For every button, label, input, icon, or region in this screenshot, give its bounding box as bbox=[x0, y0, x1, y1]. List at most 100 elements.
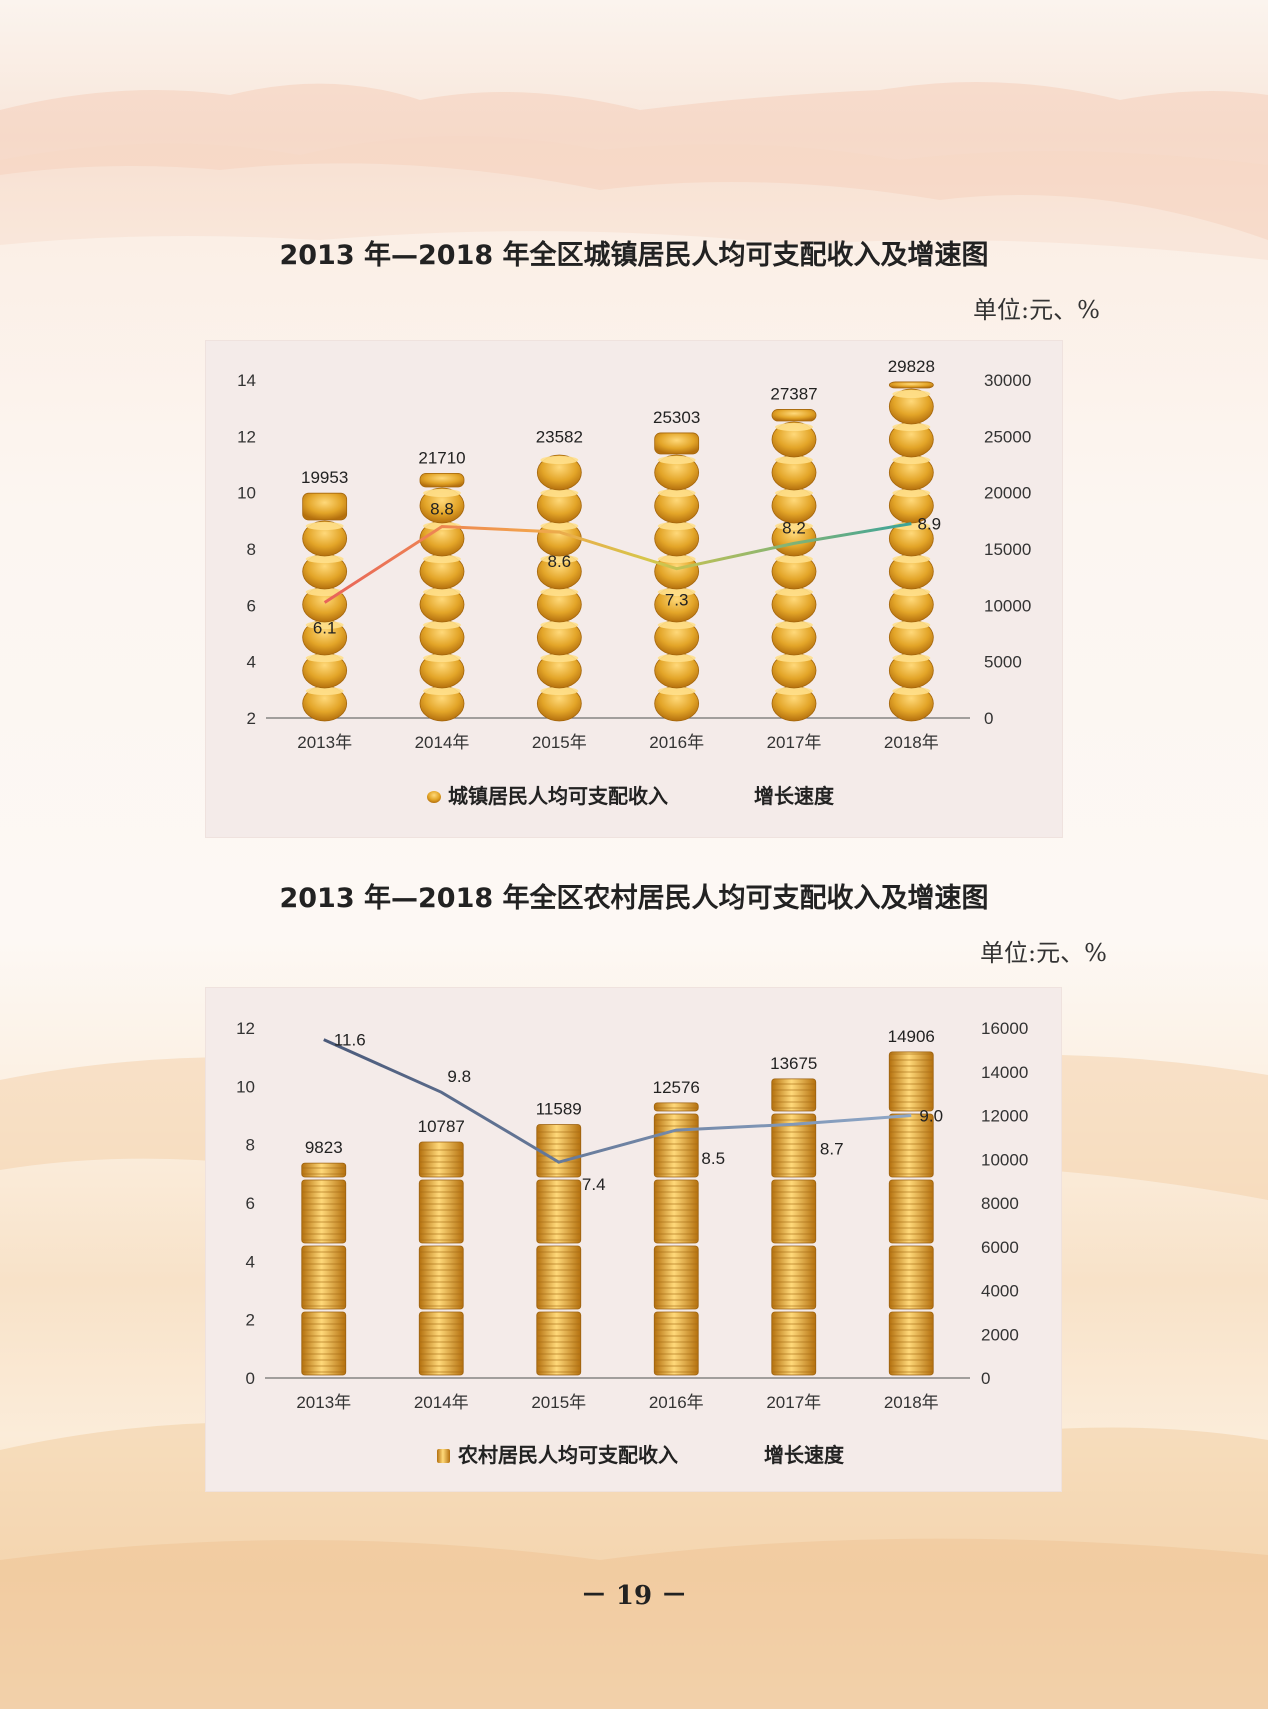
ingot-top-icon bbox=[775, 555, 813, 563]
ingot-top-icon bbox=[892, 555, 931, 563]
x-category-label: 2017年 bbox=[766, 1393, 821, 1412]
urban-income-chart: 2 4 6 8 10 12 14 0 5000 10000 15000 20000 25000 30000… bbox=[237, 357, 1031, 808]
coin-stack-icon bbox=[418, 1179, 464, 1244]
growth-value-label: 8.5 bbox=[701, 1149, 725, 1168]
x-category-label: 2018年 bbox=[884, 1393, 939, 1412]
ingot-partial-icon bbox=[302, 492, 348, 521]
bar-value-label: 12576 bbox=[653, 1078, 700, 1097]
ingot-top-icon bbox=[892, 687, 931, 695]
ingot-top-icon bbox=[892, 423, 931, 431]
legend-ingot-icon bbox=[427, 791, 441, 803]
y-left-tick-label: 0 bbox=[246, 1369, 255, 1388]
coin-stack-icon bbox=[418, 1141, 464, 1178]
coin-stack-icon bbox=[536, 1179, 582, 1244]
chart-panel-rural: 0 2 4 6 8 10 12 0 2000 4000 6000 8000 10000 12000 1400… bbox=[206, 988, 1061, 1491]
ingot-top-icon bbox=[775, 489, 813, 497]
y-right-tick-label: 8000 bbox=[981, 1194, 1019, 1213]
y-right-tick-label: 0 bbox=[981, 1369, 990, 1388]
x-category-label: 2013年 bbox=[296, 1393, 351, 1412]
y-right-tick-label: 30000 bbox=[984, 371, 1031, 390]
unit-label-rural: 单位:元、% bbox=[980, 939, 1107, 967]
ingot-partial-icon bbox=[888, 381, 934, 389]
y-right-tick-label: 14000 bbox=[981, 1063, 1028, 1082]
ingot-top-icon bbox=[540, 654, 579, 662]
coin-stack-icon bbox=[301, 1162, 347, 1178]
legend-bar-label: 农村居民人均可支配收入 bbox=[457, 1443, 678, 1467]
ingot-top-icon bbox=[775, 588, 813, 596]
x-category-label: 2017年 bbox=[767, 733, 822, 752]
ingot-top-icon bbox=[775, 456, 813, 464]
coin-stack-icon bbox=[771, 1311, 817, 1376]
bar-value-label: 23582 bbox=[536, 427, 583, 446]
y-left-tick-label: 6 bbox=[246, 1194, 255, 1213]
ingot-icon bbox=[536, 454, 582, 491]
ingot-top-icon bbox=[423, 654, 461, 662]
ingot-partial-icon bbox=[771, 409, 817, 422]
growth-value-label: 8.9 bbox=[918, 515, 942, 534]
ingot-top-icon bbox=[540, 687, 579, 695]
y-right-tick-label: 15000 bbox=[984, 540, 1031, 559]
legend: 农村居民人均可支配收入 增长速度 bbox=[437, 1443, 845, 1467]
x-category-label: 2014年 bbox=[414, 1393, 469, 1412]
chart-title-rural: 2013 年—2018 年全区农村居民人均可支配收入及增速图 bbox=[279, 883, 989, 914]
coin-stack-icon bbox=[771, 1245, 817, 1310]
y-right-tick-label: 25000 bbox=[984, 427, 1031, 446]
growth-value-label: 11.6 bbox=[334, 1031, 366, 1050]
ingot-top-icon bbox=[657, 687, 696, 695]
ingot-top-icon bbox=[892, 489, 931, 497]
ingot-top-icon bbox=[305, 654, 344, 662]
y-left-tick-label: 10 bbox=[237, 484, 256, 503]
coin-stack-icon bbox=[301, 1179, 347, 1244]
coin-stack-icon bbox=[301, 1311, 347, 1376]
x-category-label: 2016年 bbox=[649, 733, 704, 752]
ingot-top-icon bbox=[540, 522, 579, 530]
ingot-top-icon bbox=[657, 522, 696, 530]
y-right-tick-label: 10000 bbox=[984, 596, 1031, 615]
ingot-partial-icon bbox=[419, 473, 465, 488]
growth-value-label: 8.8 bbox=[430, 499, 454, 518]
coin-stack-icon bbox=[888, 1179, 934, 1244]
unit-label-urban: 单位:元、% bbox=[973, 296, 1100, 324]
y-right-tick-label: 12000 bbox=[981, 1107, 1028, 1126]
ingot-top-icon bbox=[892, 621, 931, 629]
bar-value-label: 21710 bbox=[418, 448, 465, 467]
y-right-tick-label: 6000 bbox=[981, 1238, 1019, 1257]
ingot-top-icon bbox=[892, 588, 931, 596]
bar-2015年 bbox=[536, 454, 582, 722]
ingot-icon bbox=[771, 421, 817, 458]
growth-value-label: 8.2 bbox=[782, 518, 806, 537]
bar-value-label: 25303 bbox=[653, 408, 700, 427]
coin-stack-icon bbox=[301, 1245, 347, 1310]
y-right-tick-label: 5000 bbox=[984, 653, 1022, 672]
bar-2017年 bbox=[771, 1078, 817, 1376]
y-left-tick-label: 8 bbox=[247, 540, 256, 559]
bar-value-label: 19953 bbox=[301, 468, 348, 487]
bar-2018年 bbox=[888, 1051, 934, 1376]
growth-value-label: 8.7 bbox=[820, 1139, 844, 1158]
x-category-label: 2018年 bbox=[884, 733, 939, 752]
coin-stack-icon bbox=[653, 1245, 699, 1310]
ingot-top-icon bbox=[423, 687, 461, 695]
ingot-top-icon bbox=[775, 654, 813, 662]
ingot-top-icon bbox=[305, 588, 344, 596]
ingot-top-icon bbox=[540, 456, 579, 464]
bar-2013年 bbox=[301, 1162, 347, 1376]
ingot-top-icon bbox=[657, 555, 696, 563]
x-category-label: 2016年 bbox=[649, 1393, 704, 1412]
x-category-label: 2015年 bbox=[531, 1393, 586, 1412]
ingot-icon bbox=[888, 388, 934, 425]
bar-value-label: 11589 bbox=[536, 1099, 582, 1118]
y-left-tick-label: 6 bbox=[247, 596, 256, 615]
ingot-icon bbox=[654, 454, 700, 491]
ingot-top-icon bbox=[423, 555, 461, 563]
bar-value-label: 27387 bbox=[770, 384, 817, 403]
ingot-partial-icon bbox=[654, 432, 700, 455]
legend-line-label: 增长速度 bbox=[754, 784, 835, 808]
ingot-top-icon bbox=[775, 423, 813, 431]
coin-stack-icon bbox=[653, 1102, 699, 1112]
ingot-top-icon bbox=[423, 621, 461, 629]
y-left-tick-label: 4 bbox=[246, 1252, 255, 1271]
y-left-tick-label: 8 bbox=[246, 1136, 255, 1155]
bar-value-label: 14906 bbox=[888, 1027, 935, 1046]
ingot-top-icon bbox=[423, 489, 461, 497]
